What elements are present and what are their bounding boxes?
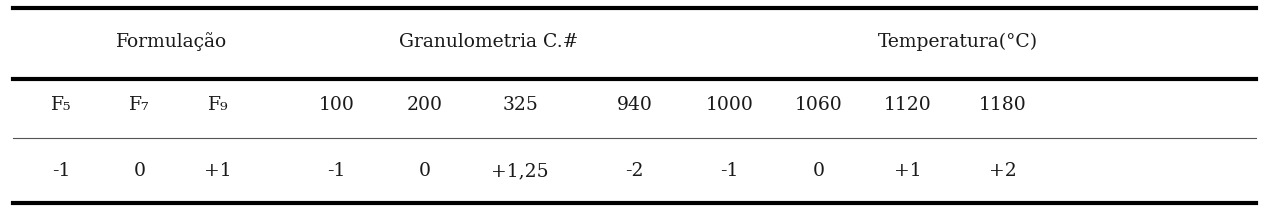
Text: F₅: F₅ bbox=[51, 96, 71, 113]
Text: +1: +1 bbox=[893, 162, 921, 180]
Text: 1180: 1180 bbox=[978, 96, 1027, 113]
Text: 0: 0 bbox=[133, 162, 146, 180]
Text: +2: +2 bbox=[989, 162, 1016, 180]
Text: -1: -1 bbox=[327, 162, 345, 180]
Text: Formulação: Formulação bbox=[115, 32, 227, 51]
Text: 1120: 1120 bbox=[883, 96, 931, 113]
Text: F₉: F₉ bbox=[208, 96, 228, 113]
Text: 1000: 1000 bbox=[706, 96, 754, 113]
Text: 200: 200 bbox=[407, 96, 443, 113]
Text: +1,25: +1,25 bbox=[491, 162, 549, 180]
Text: +1: +1 bbox=[204, 162, 232, 180]
Text: 100: 100 bbox=[319, 96, 354, 113]
Text: F₇: F₇ bbox=[129, 96, 150, 113]
Text: 325: 325 bbox=[503, 96, 538, 113]
Text: 0: 0 bbox=[419, 162, 431, 180]
Text: 0: 0 bbox=[812, 162, 825, 180]
Text: -2: -2 bbox=[626, 162, 643, 180]
Text: -1: -1 bbox=[721, 162, 739, 180]
Text: Granulometria C.#: Granulometria C.# bbox=[398, 33, 579, 51]
Text: Temperatura(°C): Temperatura(°C) bbox=[878, 33, 1038, 51]
Text: 940: 940 bbox=[617, 96, 652, 113]
Text: 1060: 1060 bbox=[794, 96, 843, 113]
Text: -1: -1 bbox=[52, 162, 70, 180]
